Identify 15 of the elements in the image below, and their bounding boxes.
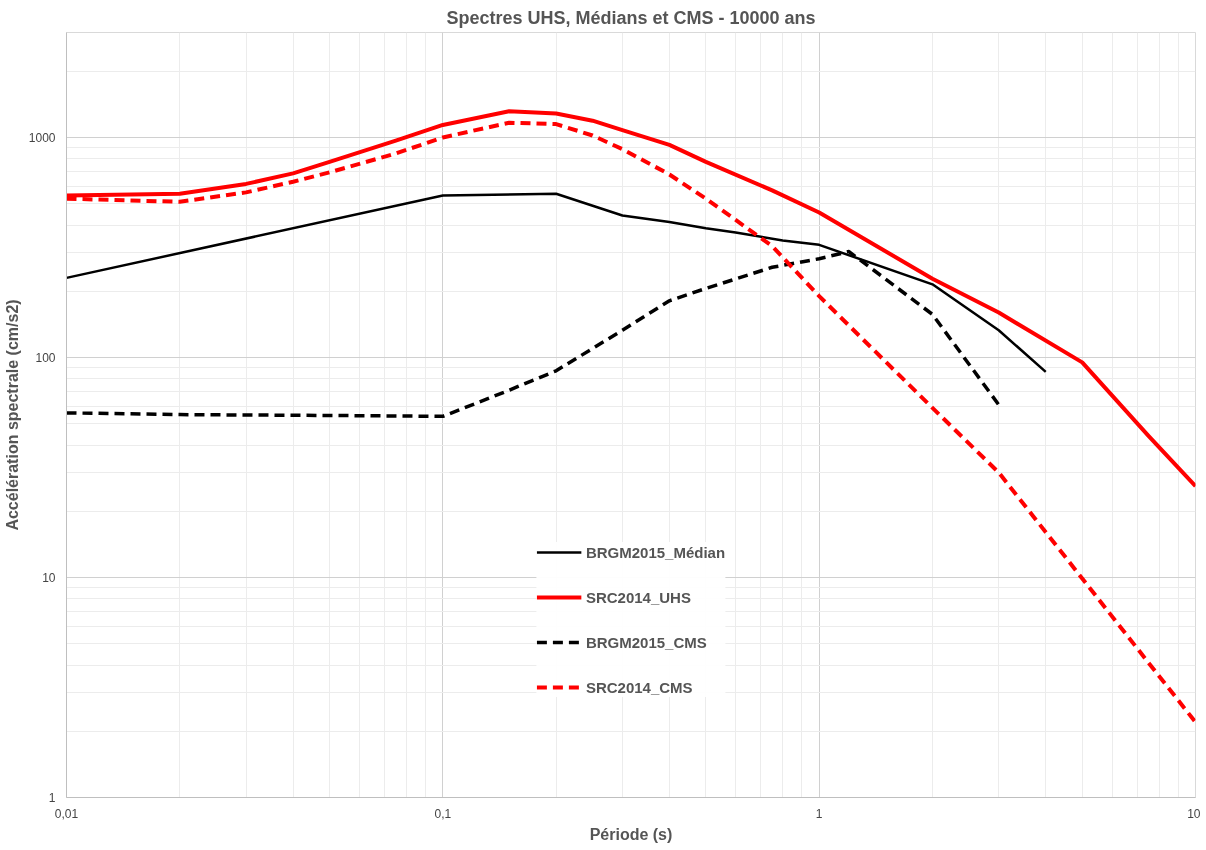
x-tick-label: 0,1 [434, 806, 452, 821]
y-tick-label: 10 [42, 570, 56, 585]
x-tick-label: 0,01 [54, 806, 79, 821]
legend-label: BRGM2015_Médian [585, 543, 726, 561]
x-tick-label: 1 [815, 806, 823, 821]
legend-label: SRC2014_UHS [585, 588, 691, 606]
y-tick-label: 100 [35, 350, 56, 365]
legend-label: BRGM2015_CMS [585, 633, 707, 651]
chart-title: Spectres UHS, Médians et CMS - 10000 ans [446, 7, 816, 28]
x-tick-label: 10 [1187, 806, 1201, 821]
legend-label: SRC2014_CMS [585, 678, 693, 696]
x-axis-title: Période (s) [589, 825, 673, 843]
y-axis-title: Accélération spectrale (cm/s2) [3, 299, 21, 531]
y-tick-label: 1 [48, 791, 56, 805]
y-tick-label: 1000 [28, 130, 56, 145]
